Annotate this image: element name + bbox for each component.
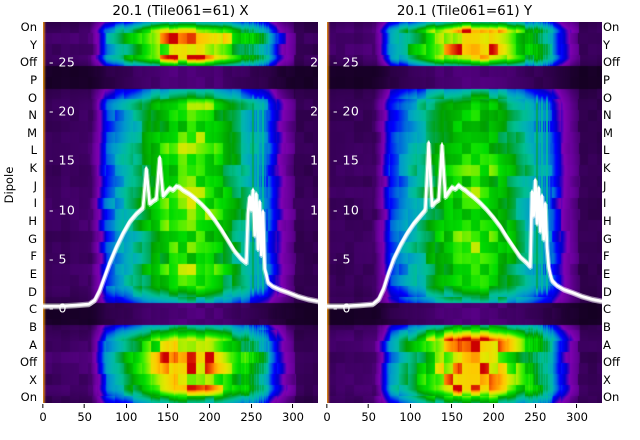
x-tick-mark bbox=[84, 404, 86, 408]
panel-title-y: 20.1 (Tile061=61) Y bbox=[396, 3, 533, 19]
category-tick-left-17: B bbox=[29, 319, 37, 334]
x-tick-mark bbox=[167, 404, 169, 408]
category-tick-left-12: G bbox=[28, 231, 37, 246]
category-tick-right-1: Y bbox=[603, 37, 611, 52]
category-tick-left-1: Y bbox=[29, 37, 37, 52]
x-tick-label: 250 bbox=[240, 410, 263, 424]
category-tick-left-11: H bbox=[28, 214, 37, 229]
x-tick-mark bbox=[534, 404, 536, 408]
panel-title-x: 20.1 (Tile061=61) X bbox=[112, 3, 249, 19]
category-tick-left-6: M bbox=[27, 125, 37, 140]
x-tick-y-5: 250 bbox=[524, 404, 546, 424]
x-tick-x-0: 0 bbox=[39, 404, 47, 424]
category-tick-left-18: A bbox=[29, 337, 37, 352]
x-tick-mark bbox=[292, 404, 294, 408]
x-tick-mark bbox=[368, 404, 370, 408]
x-tick-label: 150 bbox=[157, 410, 179, 424]
category-tick-left-15: D bbox=[28, 284, 37, 299]
category-tick-right-12: G bbox=[603, 231, 612, 246]
category-tick-right-15: D bbox=[603, 284, 612, 299]
category-tick-right-11: H bbox=[603, 214, 612, 229]
category-tick-right-2: Off bbox=[603, 55, 620, 70]
category-tick-left-0: On bbox=[20, 20, 37, 34]
x-tick-mark bbox=[42, 404, 44, 408]
x-tick-label: 250 bbox=[524, 410, 547, 424]
category-tick-right-21: On bbox=[603, 390, 620, 405]
category-tick-right-0: On bbox=[603, 20, 620, 34]
heatmap-image-x bbox=[43, 22, 318, 403]
category-tick-left-3: P bbox=[30, 72, 37, 87]
x-tick-mark bbox=[451, 404, 453, 408]
x-tick-mark bbox=[125, 404, 127, 408]
x-axis-panel-x: 0 50 100 150 200 250 300 bbox=[39, 404, 318, 434]
category-tick-right-16: C bbox=[603, 302, 612, 317]
x-tick-x-2: 100 bbox=[115, 404, 137, 424]
x-tick-x-6: 300 bbox=[282, 404, 304, 424]
x-tick-mark bbox=[209, 404, 211, 408]
category-tick-right-9: J bbox=[603, 178, 607, 193]
category-tick-right-5: N bbox=[603, 108, 612, 123]
x-tick-y-4: 200 bbox=[483, 404, 505, 424]
x-tick-label: 0 bbox=[323, 410, 331, 424]
heatmap-panel-x[interactable]: - 2525- 2020- 1515- 1010- 55- 00 bbox=[43, 22, 318, 403]
heatmap-image-y bbox=[327, 22, 602, 403]
category-tick-left-14: E bbox=[29, 266, 37, 281]
category-tick-left-5: N bbox=[28, 108, 37, 123]
category-tick-right-6: M bbox=[603, 125, 613, 140]
category-tick-left-2: Off bbox=[20, 55, 37, 70]
category-tick-right-7: L bbox=[603, 143, 610, 158]
x-tick-mark bbox=[576, 404, 578, 408]
x-tick-y-0: 0 bbox=[323, 404, 331, 424]
x-tick-label: 50 bbox=[361, 410, 376, 424]
x-tick-mark bbox=[409, 404, 411, 408]
x-tick-label: 150 bbox=[441, 410, 463, 424]
x-tick-x-4: 200 bbox=[199, 404, 221, 424]
x-tick-x-1: 50 bbox=[77, 404, 92, 424]
x-axis-panel-y: 0 50 100 150 200 250 300 bbox=[323, 404, 602, 434]
x-tick-x-3: 150 bbox=[157, 404, 179, 424]
category-tick-left-16: C bbox=[28, 302, 37, 317]
x-tick-label: 300 bbox=[566, 410, 588, 424]
category-tick-left-4: O bbox=[27, 90, 37, 105]
x-tick-y-3: 150 bbox=[441, 404, 463, 424]
category-axis-right: On Y Off P O N M L K J I H G F E D C B A Off X On bbox=[600, 20, 640, 405]
x-tick-label: 200 bbox=[482, 410, 505, 424]
x-tick-label: 300 bbox=[282, 410, 304, 424]
category-axis-left: On Y Off P O N M L K J I H G F E D C B A Off X On bbox=[0, 20, 40, 405]
x-tick-label: 100 bbox=[115, 410, 138, 424]
category-tick-left-13: F bbox=[30, 249, 37, 264]
category-tick-right-14: E bbox=[603, 266, 611, 281]
x-tick-y-1: 50 bbox=[361, 404, 376, 424]
x-tick-y-6: 300 bbox=[566, 404, 588, 424]
heatmap-panel-y[interactable]: - 25- 20- 15- 10- 5- 0 bbox=[327, 22, 602, 403]
category-tick-left-20: X bbox=[29, 372, 37, 387]
category-tick-right-18: A bbox=[603, 337, 611, 352]
category-tick-left-10: I bbox=[33, 196, 37, 211]
category-tick-left-9: J bbox=[33, 178, 37, 193]
category-tick-right-3: P bbox=[603, 72, 610, 87]
x-tick-label: 200 bbox=[198, 410, 221, 424]
x-tick-label: 100 bbox=[399, 410, 422, 424]
category-tick-left-7: L bbox=[30, 143, 37, 158]
x-tick-label: 50 bbox=[77, 410, 92, 424]
category-tick-left-19: Off bbox=[20, 355, 37, 370]
x-tick-y-2: 100 bbox=[399, 404, 421, 424]
x-tick-label: 0 bbox=[39, 410, 47, 424]
x-tick-mark bbox=[493, 404, 495, 408]
category-tick-right-19: Off bbox=[603, 355, 620, 370]
category-tick-left-8: K bbox=[29, 161, 37, 176]
x-tick-x-5: 250 bbox=[240, 404, 262, 424]
category-tick-right-4: O bbox=[603, 90, 613, 105]
x-tick-mark bbox=[326, 404, 328, 408]
category-tick-right-17: B bbox=[603, 319, 611, 334]
category-tick-left-21: On bbox=[20, 390, 37, 405]
category-tick-right-8: K bbox=[603, 161, 611, 176]
category-tick-right-10: I bbox=[603, 196, 607, 211]
category-tick-right-13: F bbox=[603, 249, 610, 264]
category-tick-right-20: X bbox=[603, 372, 611, 387]
x-tick-mark bbox=[250, 404, 252, 408]
